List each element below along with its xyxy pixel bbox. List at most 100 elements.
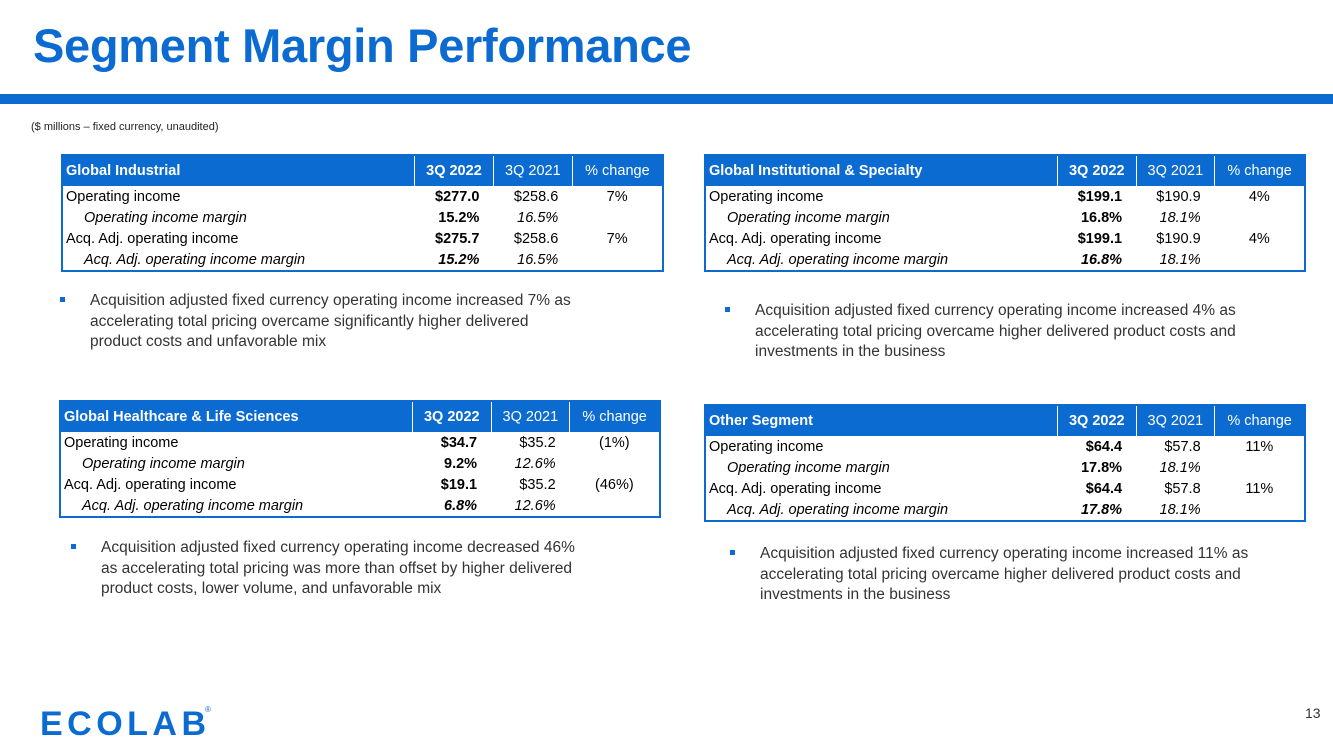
- row-label: Operating income: [64, 434, 179, 451]
- value-current: 16.8%: [1080, 251, 1123, 268]
- bullet-other-segment: Acquisition adjusted fixed currency oper…: [730, 544, 1265, 606]
- value-prior: 18.1%: [1159, 501, 1201, 518]
- bullet-text: Acquisition adjusted fixed currency oper…: [760, 545, 1249, 603]
- col-current: 3Q 2022: [414, 155, 494, 186]
- col-prior: 3Q 2021: [490, 401, 570, 432]
- value-prior: 12.6%: [514, 497, 556, 514]
- bullet-text: Acquisition adjusted fixed currency oper…: [101, 539, 575, 597]
- table-row: Operating income margin 9.2% 12.6%: [60, 453, 660, 474]
- value-current: $64.4: [1085, 480, 1123, 497]
- table-row: Acq. Adj. operating income margin 15.2% 16…: [62, 249, 663, 271]
- value-change: (1%): [599, 434, 630, 451]
- title-divider: [0, 94, 1333, 104]
- table-row: Operating income $199.1 $190.9 4%: [705, 186, 1305, 207]
- table-row: Operating income $34.7 $35.2 (1%): [60, 432, 660, 453]
- value-change: 7%: [606, 230, 628, 247]
- table-row: Acq. Adj. operating income margin 16.8% 18…: [705, 249, 1305, 271]
- value-change: 11%: [1245, 438, 1274, 455]
- table-row: Operating income margin 15.2% 16.5%: [62, 207, 663, 228]
- segment-name: Global Healthcare & Life Sciences: [60, 401, 413, 432]
- value-prior: $35.2: [519, 434, 556, 451]
- value-change: [570, 495, 660, 517]
- row-label: Acq. Adj. operating income: [66, 230, 239, 247]
- row-label: Operating income: [709, 438, 824, 455]
- row-label: Operating income margin: [84, 209, 247, 226]
- value-prior: $57.8: [1164, 438, 1201, 455]
- table-row: Operating income margin 16.8% 18.1%: [705, 207, 1305, 228]
- value-change: 4%: [1248, 230, 1270, 247]
- bullet-text: Acquisition adjusted fixed currency oper…: [90, 292, 571, 350]
- table-row: Acq. Adj. operating income $19.1 $35.2 (46%…: [60, 474, 660, 495]
- bullet-marker: [71, 544, 76, 549]
- segment-table-global-healthcare-life-sciences: Global Healthcare & Life Sciences 3Q 202…: [59, 400, 661, 518]
- value-change: [1215, 207, 1305, 228]
- value-current: $19.1: [440, 476, 478, 493]
- row-label: Acq. Adj. operating income: [709, 230, 882, 247]
- segment-table-global-industrial: Global Industrial 3Q 2022 3Q 2021 % chan…: [61, 154, 664, 272]
- col-change: % change: [1214, 155, 1305, 186]
- col-change: % change: [569, 401, 660, 432]
- value-change: (46%): [594, 476, 634, 493]
- value-current: $34.7: [440, 434, 478, 451]
- value-current: 17.8%: [1080, 459, 1123, 476]
- value-current: $199.1: [1077, 230, 1123, 247]
- segment-name: Global Industrial: [62, 155, 415, 186]
- bullet-global-healthcare-life-sciences: Acquisition adjusted fixed currency oper…: [71, 538, 591, 600]
- bullet-marker: [730, 550, 735, 555]
- table-row: Operating income $64.4 $57.8 11%: [705, 436, 1305, 457]
- value-current: 9.2%: [444, 455, 478, 472]
- value-prior: 16.5%: [517, 251, 559, 268]
- row-label: Acq. Adj. operating income: [64, 476, 237, 493]
- table-row: Acq. Adj. operating income margin 17.8% 18…: [705, 499, 1305, 521]
- bullet-marker: [60, 297, 65, 302]
- value-prior: $190.9: [1156, 230, 1201, 247]
- value-current: $64.4: [1085, 438, 1123, 455]
- table-row: Acq. Adj. operating income $275.7 $258.6 7%: [62, 228, 663, 249]
- value-change: 4%: [1248, 188, 1270, 205]
- bullet-marker: [725, 307, 730, 312]
- table-row: Acq. Adj. operating income margin 6.8% 12.…: [60, 495, 660, 517]
- row-label: Operating income margin: [727, 209, 890, 226]
- row-label: Acq. Adj. operating income margin: [727, 501, 949, 518]
- logo-text: ECOLAB: [40, 705, 205, 741]
- value-current: 15.2%: [438, 251, 480, 268]
- bullet-global-industrial: Acquisition adjusted fixed currency oper…: [60, 291, 580, 353]
- bullet-global-institutional-specialty: Acquisition adjusted fixed currency oper…: [725, 301, 1255, 363]
- value-current: 6.8%: [444, 497, 478, 514]
- segment-name: Other Segment: [705, 405, 1058, 436]
- units-note: ($ millions – fixed currency, unaudited): [31, 121, 219, 133]
- row-label: Acq. Adj. operating income margin: [82, 497, 304, 514]
- table-row: Operating income $277.0 $258.6 7%: [62, 186, 663, 207]
- col-prior: 3Q 2021: [492, 155, 573, 186]
- col-change: % change: [571, 155, 663, 186]
- page-title: Segment Margin Performance: [33, 19, 692, 72]
- row-label: Acq. Adj. operating income: [709, 480, 882, 497]
- row-label: Acq. Adj. operating income margin: [84, 251, 306, 268]
- value-current: $275.7: [435, 230, 480, 247]
- col-change: % change: [1214, 405, 1305, 436]
- row-label: Operating income margin: [82, 455, 245, 472]
- value-change: 7%: [606, 188, 628, 205]
- row-label: Operating income: [709, 188, 824, 205]
- value-change: [1215, 499, 1305, 521]
- value-current: 17.8%: [1080, 501, 1123, 518]
- value-prior: 16.5%: [517, 209, 559, 226]
- registered-mark: ®: [205, 705, 211, 714]
- value-change: [1215, 249, 1305, 271]
- value-change: [570, 453, 660, 474]
- value-prior: 12.6%: [514, 455, 556, 472]
- col-current: 3Q 2022: [412, 401, 492, 432]
- value-current: 16.8%: [1080, 209, 1123, 226]
- col-current: 3Q 2022: [1057, 155, 1137, 186]
- value-prior: 18.1%: [1159, 459, 1201, 476]
- table-row: Operating income margin 17.8% 18.1%: [705, 457, 1305, 478]
- value-change: 11%: [1245, 480, 1274, 497]
- value-change: [1215, 457, 1305, 478]
- value-prior: 18.1%: [1159, 209, 1201, 226]
- value-prior: $258.6: [513, 188, 559, 205]
- value-current: $199.1: [1077, 188, 1123, 205]
- segment-table-global-institutional-specialty: Global Institutional & Specialty 3Q 2022…: [704, 154, 1306, 272]
- row-label: Operating income margin: [727, 459, 890, 476]
- row-label: Operating income: [66, 188, 181, 205]
- value-change: [572, 207, 663, 228]
